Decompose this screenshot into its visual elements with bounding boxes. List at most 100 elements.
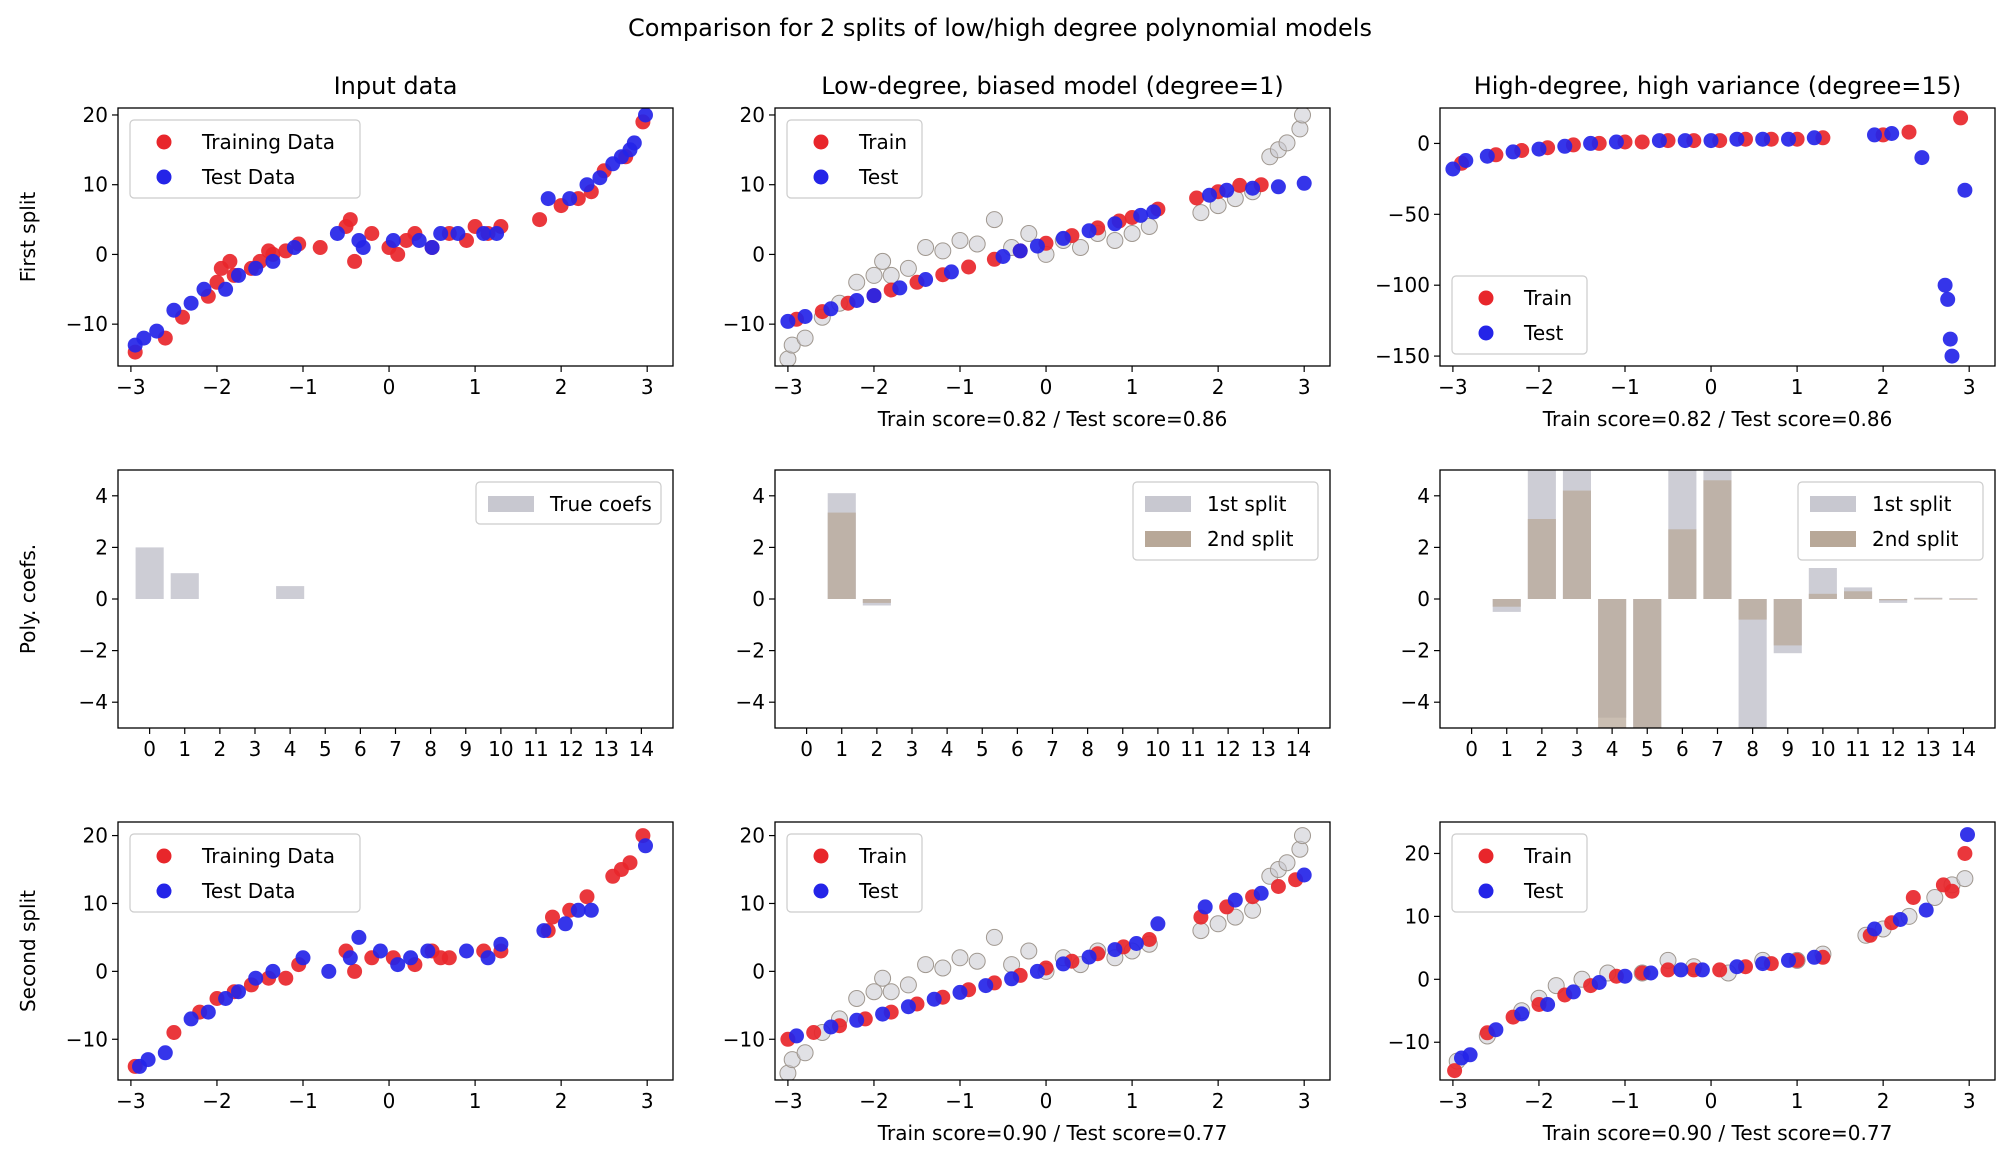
true-point [968,952,986,970]
train-point [278,970,294,986]
test-point [1608,134,1624,150]
train-point [390,246,406,262]
test-point [943,264,959,280]
x-axis-label: Train score=0.82 / Test score=0.86 [1542,407,1893,431]
y-tick-label: 0 [752,242,765,266]
x-tick-label: 11 [523,737,548,761]
legend-marker [813,169,829,185]
y-tick-label: −4 [736,690,765,714]
legend-entry: Train [858,844,907,868]
test-point [1296,867,1312,883]
test-point [1219,182,1235,198]
x-tick-label: 2 [1877,1089,1890,1113]
test-point [1004,971,1020,987]
legend-swatch [1145,531,1191,547]
test-point [1029,238,1045,254]
y-tick-label: −2 [736,639,765,663]
test-point [540,191,556,207]
true-point [848,990,866,1007]
test-point [1029,963,1045,979]
test-point [1445,161,1461,177]
x-tick-label: 0 [1465,737,1478,761]
test-point [136,330,152,346]
x-tick-label: 0 [1705,375,1718,399]
test-point [570,902,586,918]
y-tick-label: −150 [1375,344,1430,368]
true-point [899,976,917,994]
axes-high-first: −3 −2 −1 0 1 2 3 −150 −100 −50 0 High-degree, high … [1375,72,1996,431]
x-tick-label: 1 [469,375,482,399]
train-point [532,212,548,228]
legend-marker [156,848,172,864]
test-point [1055,956,1071,972]
true-point [796,329,814,347]
test-point [638,838,653,854]
test-point [1617,968,1633,984]
train-point [312,240,328,255]
test-point [1957,182,1973,198]
true-point [917,956,935,974]
y-tick-label: 0 [752,959,765,983]
y-tick-label: 0 [95,959,108,983]
true-point [985,211,1003,229]
train-point [579,889,595,905]
legend-entry: Train [858,130,907,154]
test-point [1940,291,1956,307]
true-point [1020,225,1038,242]
test-point [1514,1006,1530,1022]
x-tick-label: 2 [555,375,568,399]
y-axis-label: Poly. coefs. [16,544,40,654]
x-tick-label: 6 [1676,737,1689,761]
x-tick-label: 3 [1571,737,1584,761]
test-point [1531,141,1547,157]
true-point [1140,218,1158,235]
true-point [1020,942,1038,960]
test-point [1202,187,1217,203]
coef-bar [170,573,199,599]
coef-bar [1808,593,1837,599]
legend: 1st split 2nd split [1132,481,1319,561]
test-point [1703,133,1719,149]
y-tick-label: 20 [740,824,765,848]
x-tick-label: 4 [284,737,297,761]
x-tick-label: 10 [488,737,513,761]
legend-swatch [1145,496,1191,512]
test-point [926,991,942,1007]
coef-bar [1773,599,1802,646]
x-tick-label: 6 [1011,737,1024,761]
x-axis-label: Train score=0.90 / Test score=0.77 [877,1121,1228,1145]
axes-title: Input data [334,72,458,100]
plot-area [779,108,1312,366]
test-point [536,923,552,939]
x-tick-label: 10 [1145,737,1170,761]
y-tick-label: 10 [83,173,108,197]
x-tick-label: 10 [1810,737,1835,761]
test-point [231,984,246,1000]
test-point [385,233,401,248]
x-tick-label: −1 [945,1089,974,1113]
test-point [183,295,199,311]
test-point [372,943,388,959]
axes-frame [1439,107,1996,367]
test-point [1253,885,1269,901]
train-point [1189,190,1205,206]
y-tick-label: −100 [1375,273,1430,297]
true-point [865,266,883,284]
test-point [1488,1022,1504,1038]
coef-bar [276,586,305,599]
axes-frame [117,107,674,367]
coef-bar [1527,519,1556,599]
test-point [1937,277,1953,293]
legend-entry: 2nd split [1207,527,1294,551]
x-tick-label: 0 [383,1089,396,1113]
coef-bar [1879,599,1908,601]
train-point [1660,962,1676,978]
true-point [796,1044,814,1062]
test-point [1146,204,1162,220]
legend: Train Test [786,119,923,199]
legend: Train Test [786,833,923,913]
test-point [157,1045,173,1061]
test-point [1944,348,1960,364]
